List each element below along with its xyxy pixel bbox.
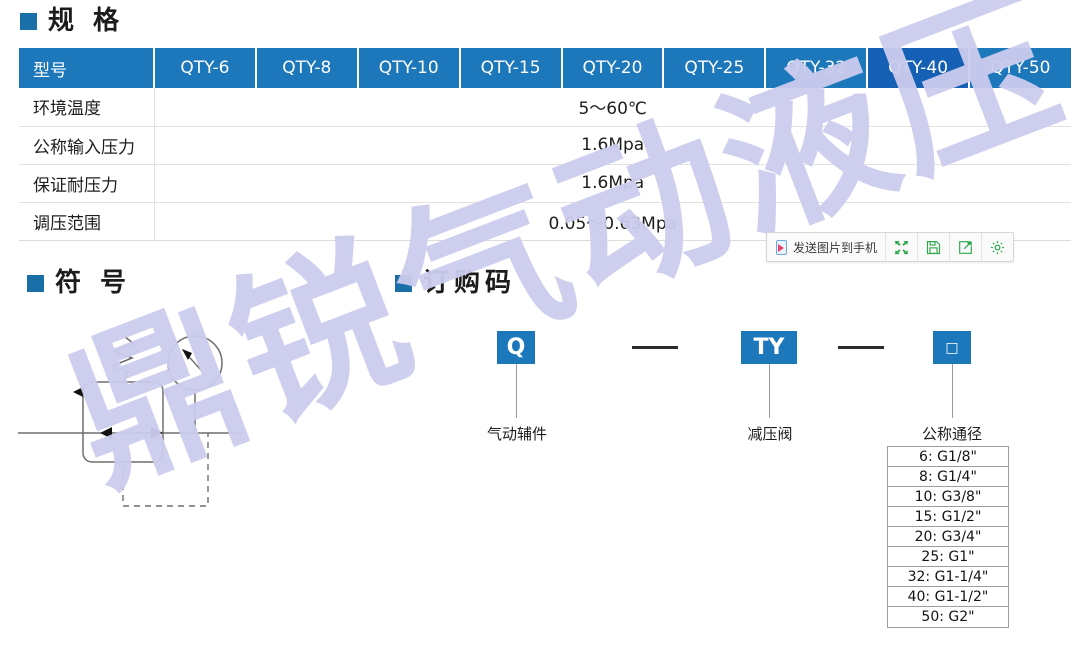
table-header-cell: QTY-8 — [255, 48, 359, 88]
pneumatic-regulator-symbol-diagram — [18, 335, 243, 507]
nominal-diameter-code-block: □ — [933, 331, 971, 364]
list-item: 20: G3/4" — [888, 527, 1008, 547]
section-heading-symbol: 符 号 — [27, 270, 131, 296]
table-header-cell: QTY-10 — [357, 48, 461, 88]
gauge-needle-arrow — [182, 349, 192, 360]
section-heading-order: 订购码 — [395, 270, 516, 296]
valve-body-box — [82, 381, 164, 463]
code-separator-dash — [838, 346, 884, 349]
table-header-cell: QTY-6 — [154, 48, 257, 88]
image-settings-button[interactable] — [982, 233, 1013, 261]
series-code-block: Q — [497, 331, 535, 364]
row-value: 1.6Mpa — [154, 164, 1071, 203]
code-separator-dash — [632, 346, 678, 349]
fullscreen-expand-icon — [894, 240, 909, 254]
row-label: 保证耐压力 — [19, 164, 155, 203]
list-item: 6: G1/8" — [888, 447, 1008, 467]
table-row: 公称输入压力 1.6Mpa — [19, 126, 1071, 165]
specification-table: 型号 QTY-6 QTY-8 QTY-10 QTY-15 QTY-20 QTY-… — [19, 48, 1071, 241]
list-item: 10: G3/8" — [888, 487, 1008, 507]
pilot-dashed-line — [122, 433, 209, 507]
blue-square-icon — [27, 274, 44, 292]
table-header-cell: QTY-25 — [663, 48, 767, 88]
save-image-button[interactable] — [918, 233, 951, 261]
save-disk-icon — [926, 240, 941, 254]
phone-send-icon — [775, 239, 788, 255]
table-header-cell: QTY-15 — [459, 48, 563, 88]
inlet-arrow — [100, 427, 112, 439]
send-image-to-phone-button[interactable]: 发送图片到手机 — [767, 233, 887, 261]
list-item: 8: G1/4" — [888, 467, 1008, 487]
table-header-cell: QTY-50 — [969, 48, 1071, 88]
settings-gear-icon — [990, 240, 1005, 254]
table-header-cell: QTY-32 — [765, 48, 869, 88]
table-header-row: 型号 QTY-6 QTY-8 QTY-10 QTY-15 QTY-20 QTY-… — [19, 48, 1071, 88]
row-value: 1.6Mpa — [154, 126, 1071, 165]
table-row: 环境温度 5～60℃ — [19, 88, 1071, 127]
table-header-cell: QTY-20 — [561, 48, 665, 88]
list-item: 15: G1/2" — [888, 507, 1008, 527]
list-item: 40: G1-1/2" — [888, 587, 1008, 607]
series-code-label: 气动辅件 — [486, 425, 547, 443]
spring-icon — [109, 335, 136, 383]
table-row: 保证耐压力 1.6Mpa — [19, 164, 1071, 203]
section-title-symbol: 符 号 — [55, 268, 132, 298]
nominal-diameter-label: 公称通径 — [921, 425, 982, 443]
blue-square-icon — [395, 274, 412, 292]
list-item: 50: G2" — [921, 609, 975, 625]
row-label: 环境温度 — [19, 88, 155, 127]
blue-square-icon — [20, 12, 37, 30]
table-header-cell: 型号 — [19, 48, 155, 88]
table-header-cell-highlighted: QTY-40 — [867, 48, 970, 88]
section-title-order: 订购码 — [423, 268, 517, 298]
order-code-diagram: Q TY □ 气动辅件 减压阀 公称通径 6: G1/8" 8: G1/4" 1… — [395, 320, 1075, 650]
section-title-spec: 规 格 — [48, 6, 125, 36]
list-item: 25: G1" — [888, 547, 1008, 567]
leader-line — [769, 364, 770, 418]
valve-type-code-block: TY — [741, 331, 797, 364]
image-viewer-toolbar[interactable]: 发送图片到手机 — [766, 232, 1015, 262]
leader-line — [952, 364, 953, 418]
share-export-icon — [959, 240, 972, 254]
fullscreen-expand-button[interactable] — [886, 233, 919, 261]
list-item: 32: G1-1/4" — [888, 567, 1008, 587]
nominal-diameter-option-list: 6: G1/8" 8: G1/4" 10: G3/8" 15: G1/2" 20… — [887, 446, 1009, 628]
share-image-button[interactable] — [950, 233, 983, 261]
outlet-arrow — [151, 427, 163, 439]
leader-line — [516, 364, 517, 418]
row-value: 5～60℃ — [154, 88, 1071, 127]
valve-type-code-label: 减压阀 — [747, 425, 793, 443]
row-label: 调压范围 — [19, 202, 155, 241]
left-arrow-head — [73, 387, 83, 397]
send-to-phone-label: 发送图片到手机 — [793, 240, 878, 255]
section-heading-spec: 规 格 — [20, 8, 124, 34]
row-label: 公称输入压力 — [19, 126, 155, 165]
